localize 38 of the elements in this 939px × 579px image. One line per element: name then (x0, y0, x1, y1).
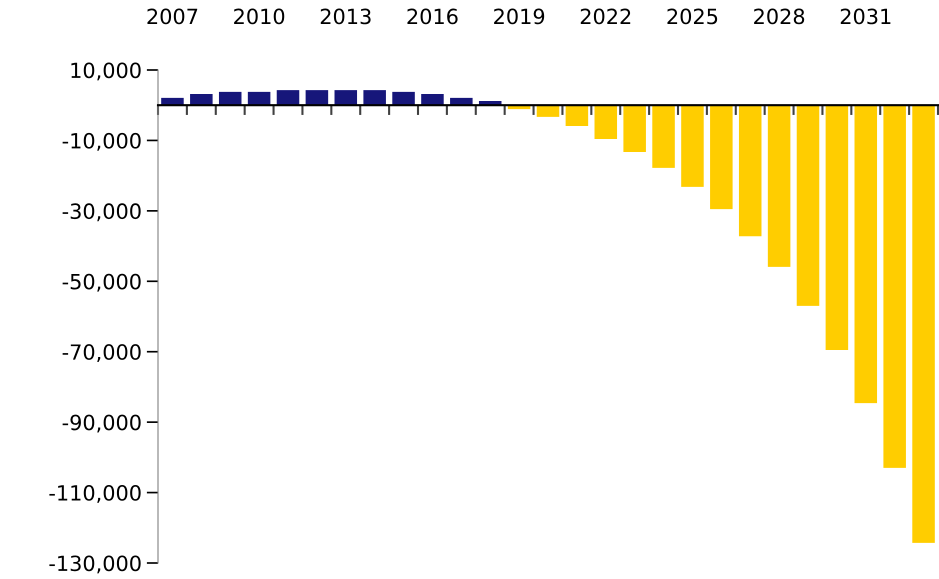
bar (912, 105, 935, 543)
y-tick-label: -10,000 (62, 132, 141, 151)
y-tick-label: -30,000 (62, 203, 141, 222)
bar (594, 105, 618, 140)
bar (681, 105, 704, 187)
bar (566, 105, 588, 126)
x-tick-label: 2016 (407, 8, 458, 24)
x-tick-label: 2022 (580, 8, 630, 24)
bar (536, 105, 560, 117)
x-tick-label: 2013 (320, 8, 371, 24)
y-tick-label: -110,000 (49, 485, 141, 503)
x-tick-label: 2010 (234, 8, 284, 24)
y-tick-label: -130,000 (49, 555, 141, 574)
bar (738, 105, 762, 236)
y-tick-label: 10,000 (71, 62, 141, 80)
x-tick-label: 2019 (494, 8, 544, 24)
bar (218, 92, 242, 106)
x-tick-label: 2025 (667, 8, 718, 24)
y-tick-label: -70,000 (62, 344, 141, 362)
bar (826, 105, 848, 350)
y-tick-label: -90,000 (62, 414, 141, 432)
x-tick-label: 2031 (840, 8, 890, 24)
bar (710, 105, 733, 210)
bar (623, 105, 646, 152)
bar (392, 92, 415, 106)
bar (883, 105, 906, 468)
bar (363, 90, 386, 106)
y-tick-label: -50,000 (62, 274, 141, 292)
bar (652, 105, 675, 168)
x-tick-label: 2028 (754, 8, 804, 24)
bar (854, 105, 878, 404)
bar (334, 90, 358, 106)
bar (306, 90, 328, 106)
x-tick-label: 2007 (147, 8, 198, 24)
bar (276, 90, 300, 106)
bar (768, 105, 790, 267)
bar (796, 105, 820, 306)
bar (248, 92, 270, 106)
